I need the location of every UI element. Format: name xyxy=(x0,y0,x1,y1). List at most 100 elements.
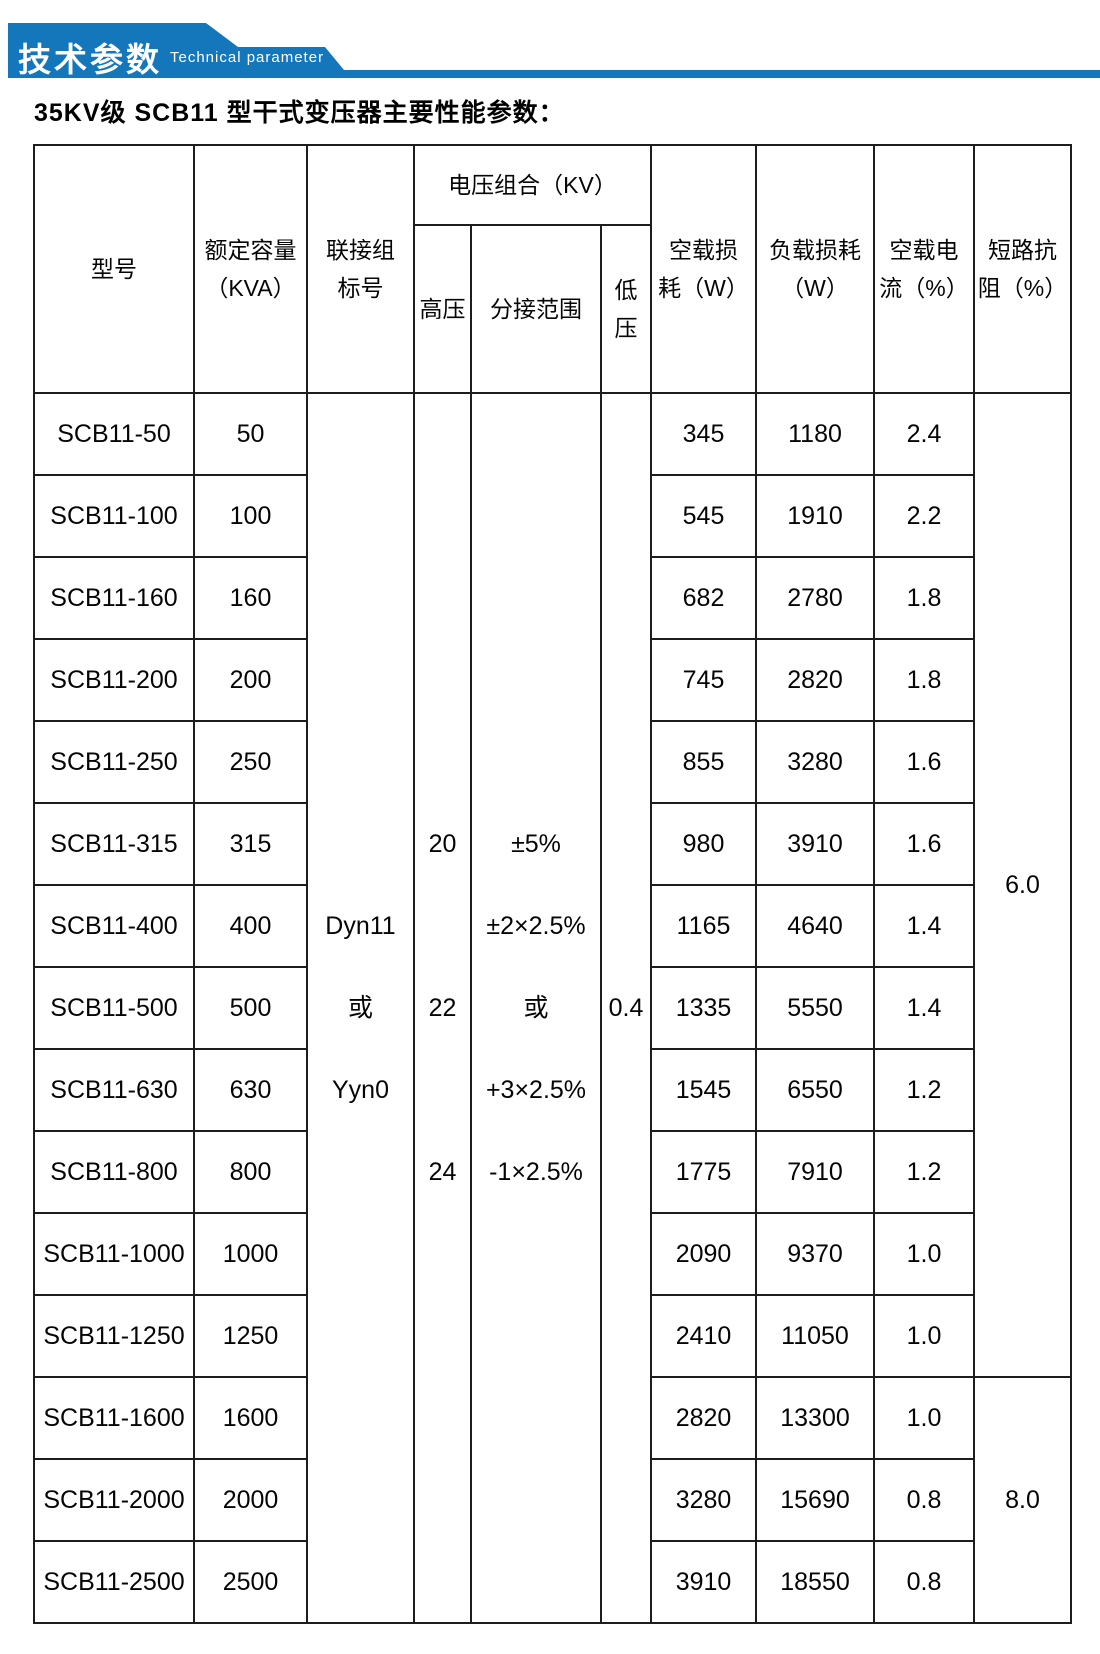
no-load-current-cell: 0.8 xyxy=(873,1540,976,1624)
load-loss-cell: 3910 xyxy=(755,802,876,886)
no-load-loss-cell: 1775 xyxy=(650,1130,758,1214)
capacity-cell: 1000 xyxy=(193,1212,308,1296)
table-row: SCB11-250 250 855 3280 1.6 xyxy=(33,720,1071,804)
model-cell: SCB11-200 xyxy=(33,638,195,722)
table-row: SCB11-315 315 980 3910 1.6 xyxy=(33,802,1071,886)
col-header-connection: 联接组 标号 xyxy=(306,144,415,394)
table-row: SCB11-200 200 745 2820 1.8 xyxy=(33,638,1071,722)
no-load-loss-cell: 855 xyxy=(650,720,758,804)
model-cell: SCB11-100 xyxy=(33,474,195,558)
no-load-loss-cell: 682 xyxy=(650,556,758,640)
load-loss-cell: 7910 xyxy=(755,1130,876,1214)
capacity-cell: 100 xyxy=(193,474,308,558)
col-header-no-load-loss: 空载损 耗（W） xyxy=(650,144,758,394)
no-load-loss-cell: 1165 xyxy=(650,884,758,968)
tap-range-merged-cell: ±5% ±2×2.5% 或 +3×2.5% -1×2.5% xyxy=(470,392,602,1624)
model-cell: SCB11-400 xyxy=(33,884,195,968)
load-loss-cell: 9370 xyxy=(755,1212,876,1296)
no-load-current-cell: 1.0 xyxy=(873,1294,976,1378)
banner-title: 技术参数 xyxy=(18,41,162,78)
load-loss-cell: 15690 xyxy=(755,1458,876,1542)
header-row-2: 高压 分接范围 低 压 xyxy=(34,224,1071,394)
no-load-current-cell: 1.0 xyxy=(873,1212,976,1296)
capacity-cell: 500 xyxy=(193,966,308,1050)
col-header-no-load-current: 空载电 流（%） xyxy=(873,144,976,394)
no-load-loss-cell: 1545 xyxy=(650,1048,758,1132)
capacity-cell: 400 xyxy=(193,884,308,968)
capacity-cell: 800 xyxy=(193,1130,308,1214)
model-cell: SCB11-1600 xyxy=(33,1376,195,1460)
no-load-loss-cell: 3280 xyxy=(650,1458,758,1542)
no-load-loss-cell: 2820 xyxy=(650,1376,758,1460)
no-load-loss-cell: 2410 xyxy=(650,1294,758,1378)
no-load-current-cell: 2.4 xyxy=(873,392,976,476)
table-row: SCB11-800 800 1775 7910 1.2 xyxy=(33,1130,1071,1214)
no-load-current-cell: 1.8 xyxy=(873,638,976,722)
table-row: SCB11-500 500 1335 5550 1.4 xyxy=(33,966,1071,1050)
capacity-cell: 2500 xyxy=(193,1540,308,1624)
load-loss-cell: 5550 xyxy=(755,966,876,1050)
capacity-cell: 315 xyxy=(193,802,308,886)
section-banner: 技术参数 Technical parameter xyxy=(8,23,1100,78)
table-row: SCB11-1250 1250 2410 11050 1.0 xyxy=(33,1294,1071,1378)
no-load-current-cell: 2.2 xyxy=(873,474,976,558)
capacity-cell: 250 xyxy=(193,720,308,804)
model-cell: SCB11-800 xyxy=(33,1130,195,1214)
no-load-current-cell: 1.6 xyxy=(873,802,976,886)
header-row-1: 型号 额定容量 （KVA） 联接组 标号 电压组合（KV） 空载损 耗（W） 负… xyxy=(33,144,1073,394)
no-load-loss-cell: 1335 xyxy=(650,966,758,1050)
impedance-high-merged-cell: 8.0 xyxy=(973,1376,1073,1624)
model-cell: SCB11-50 xyxy=(33,392,195,476)
model-cell: SCB11-315 xyxy=(33,802,195,886)
lv-merged-cell: 0.4 xyxy=(599,392,653,1624)
table-row: SCB11-1000 1000 2090 9370 1.0 xyxy=(33,1212,1071,1296)
col-header-model: 型号 xyxy=(33,144,195,394)
capacity-cell: 200 xyxy=(193,638,308,722)
model-cell: SCB11-2500 xyxy=(33,1540,195,1624)
model-cell: SCB11-1000 xyxy=(33,1212,195,1296)
model-cell: SCB11-630 xyxy=(33,1048,195,1132)
spec-table: 型号 额定容量 （KVA） 联接组 标号 电压组合（KV） 空载损 耗（W） 负… xyxy=(33,144,1073,1624)
load-loss-cell: 3280 xyxy=(755,720,876,804)
connection-merged-cell: Dyn11 或 Yyn0 xyxy=(306,392,415,1624)
col-header-capacity: 额定容量 （KVA） xyxy=(193,144,308,394)
col-header-tap-range: 分接范围 xyxy=(470,224,602,394)
col-header-load-loss: 负载损耗 （W） xyxy=(755,144,876,394)
no-load-current-cell: 1.6 xyxy=(873,720,976,804)
no-load-current-cell: 1.8 xyxy=(873,556,976,640)
load-loss-cell: 18550 xyxy=(755,1540,876,1624)
load-loss-cell: 4640 xyxy=(755,884,876,968)
col-header-lv: 低 压 xyxy=(599,224,653,394)
banner-subtitle: Technical parameter xyxy=(170,49,325,66)
no-load-loss-cell: 545 xyxy=(650,474,758,558)
capacity-cell: 2000 xyxy=(193,1458,308,1542)
no-load-loss-cell: 345 xyxy=(650,392,758,476)
no-load-current-cell: 1.4 xyxy=(873,884,976,968)
col-header-voltage-group: 电压组合（KV） xyxy=(412,144,653,226)
load-loss-cell: 13300 xyxy=(755,1376,876,1460)
no-load-loss-cell: 2090 xyxy=(650,1212,758,1296)
load-loss-cell: 2780 xyxy=(755,556,876,640)
page-title: 35KV级 SCB11 型干式变压器主要性能参数： xyxy=(34,99,565,127)
load-loss-cell: 11050 xyxy=(755,1294,876,1378)
capacity-cell: 50 xyxy=(193,392,308,476)
model-cell: SCB11-2000 xyxy=(33,1458,195,1542)
capacity-cell: 1600 xyxy=(193,1376,308,1460)
model-cell: SCB11-250 xyxy=(33,720,195,804)
table-row: SCB11-630 630 1545 6550 1.2 xyxy=(33,1048,1071,1132)
table-row: SCB11-1600 1600 2820 13300 1.0 8.0 xyxy=(33,1376,1073,1624)
col-header-impedance: 短路抗 阻（%） xyxy=(973,144,1073,394)
no-load-current-cell: 0.8 xyxy=(873,1458,976,1542)
no-load-current-cell: 1.2 xyxy=(873,1048,976,1132)
capacity-cell: 1250 xyxy=(193,1294,308,1378)
hv-merged-cell: 20 22 24 xyxy=(413,392,472,1624)
no-load-loss-cell: 3910 xyxy=(650,1540,758,1624)
col-header-hv: 高压 xyxy=(413,224,472,394)
load-loss-cell: 1910 xyxy=(755,474,876,558)
no-load-loss-cell: 980 xyxy=(650,802,758,886)
model-cell: SCB11-160 xyxy=(33,556,195,640)
table-row: SCB11-50 50 Dyn11 或 Yyn0 20 22 24 ±5% ±2… xyxy=(33,392,1073,1624)
capacity-cell: 630 xyxy=(193,1048,308,1132)
load-loss-cell: 1180 xyxy=(755,392,876,476)
